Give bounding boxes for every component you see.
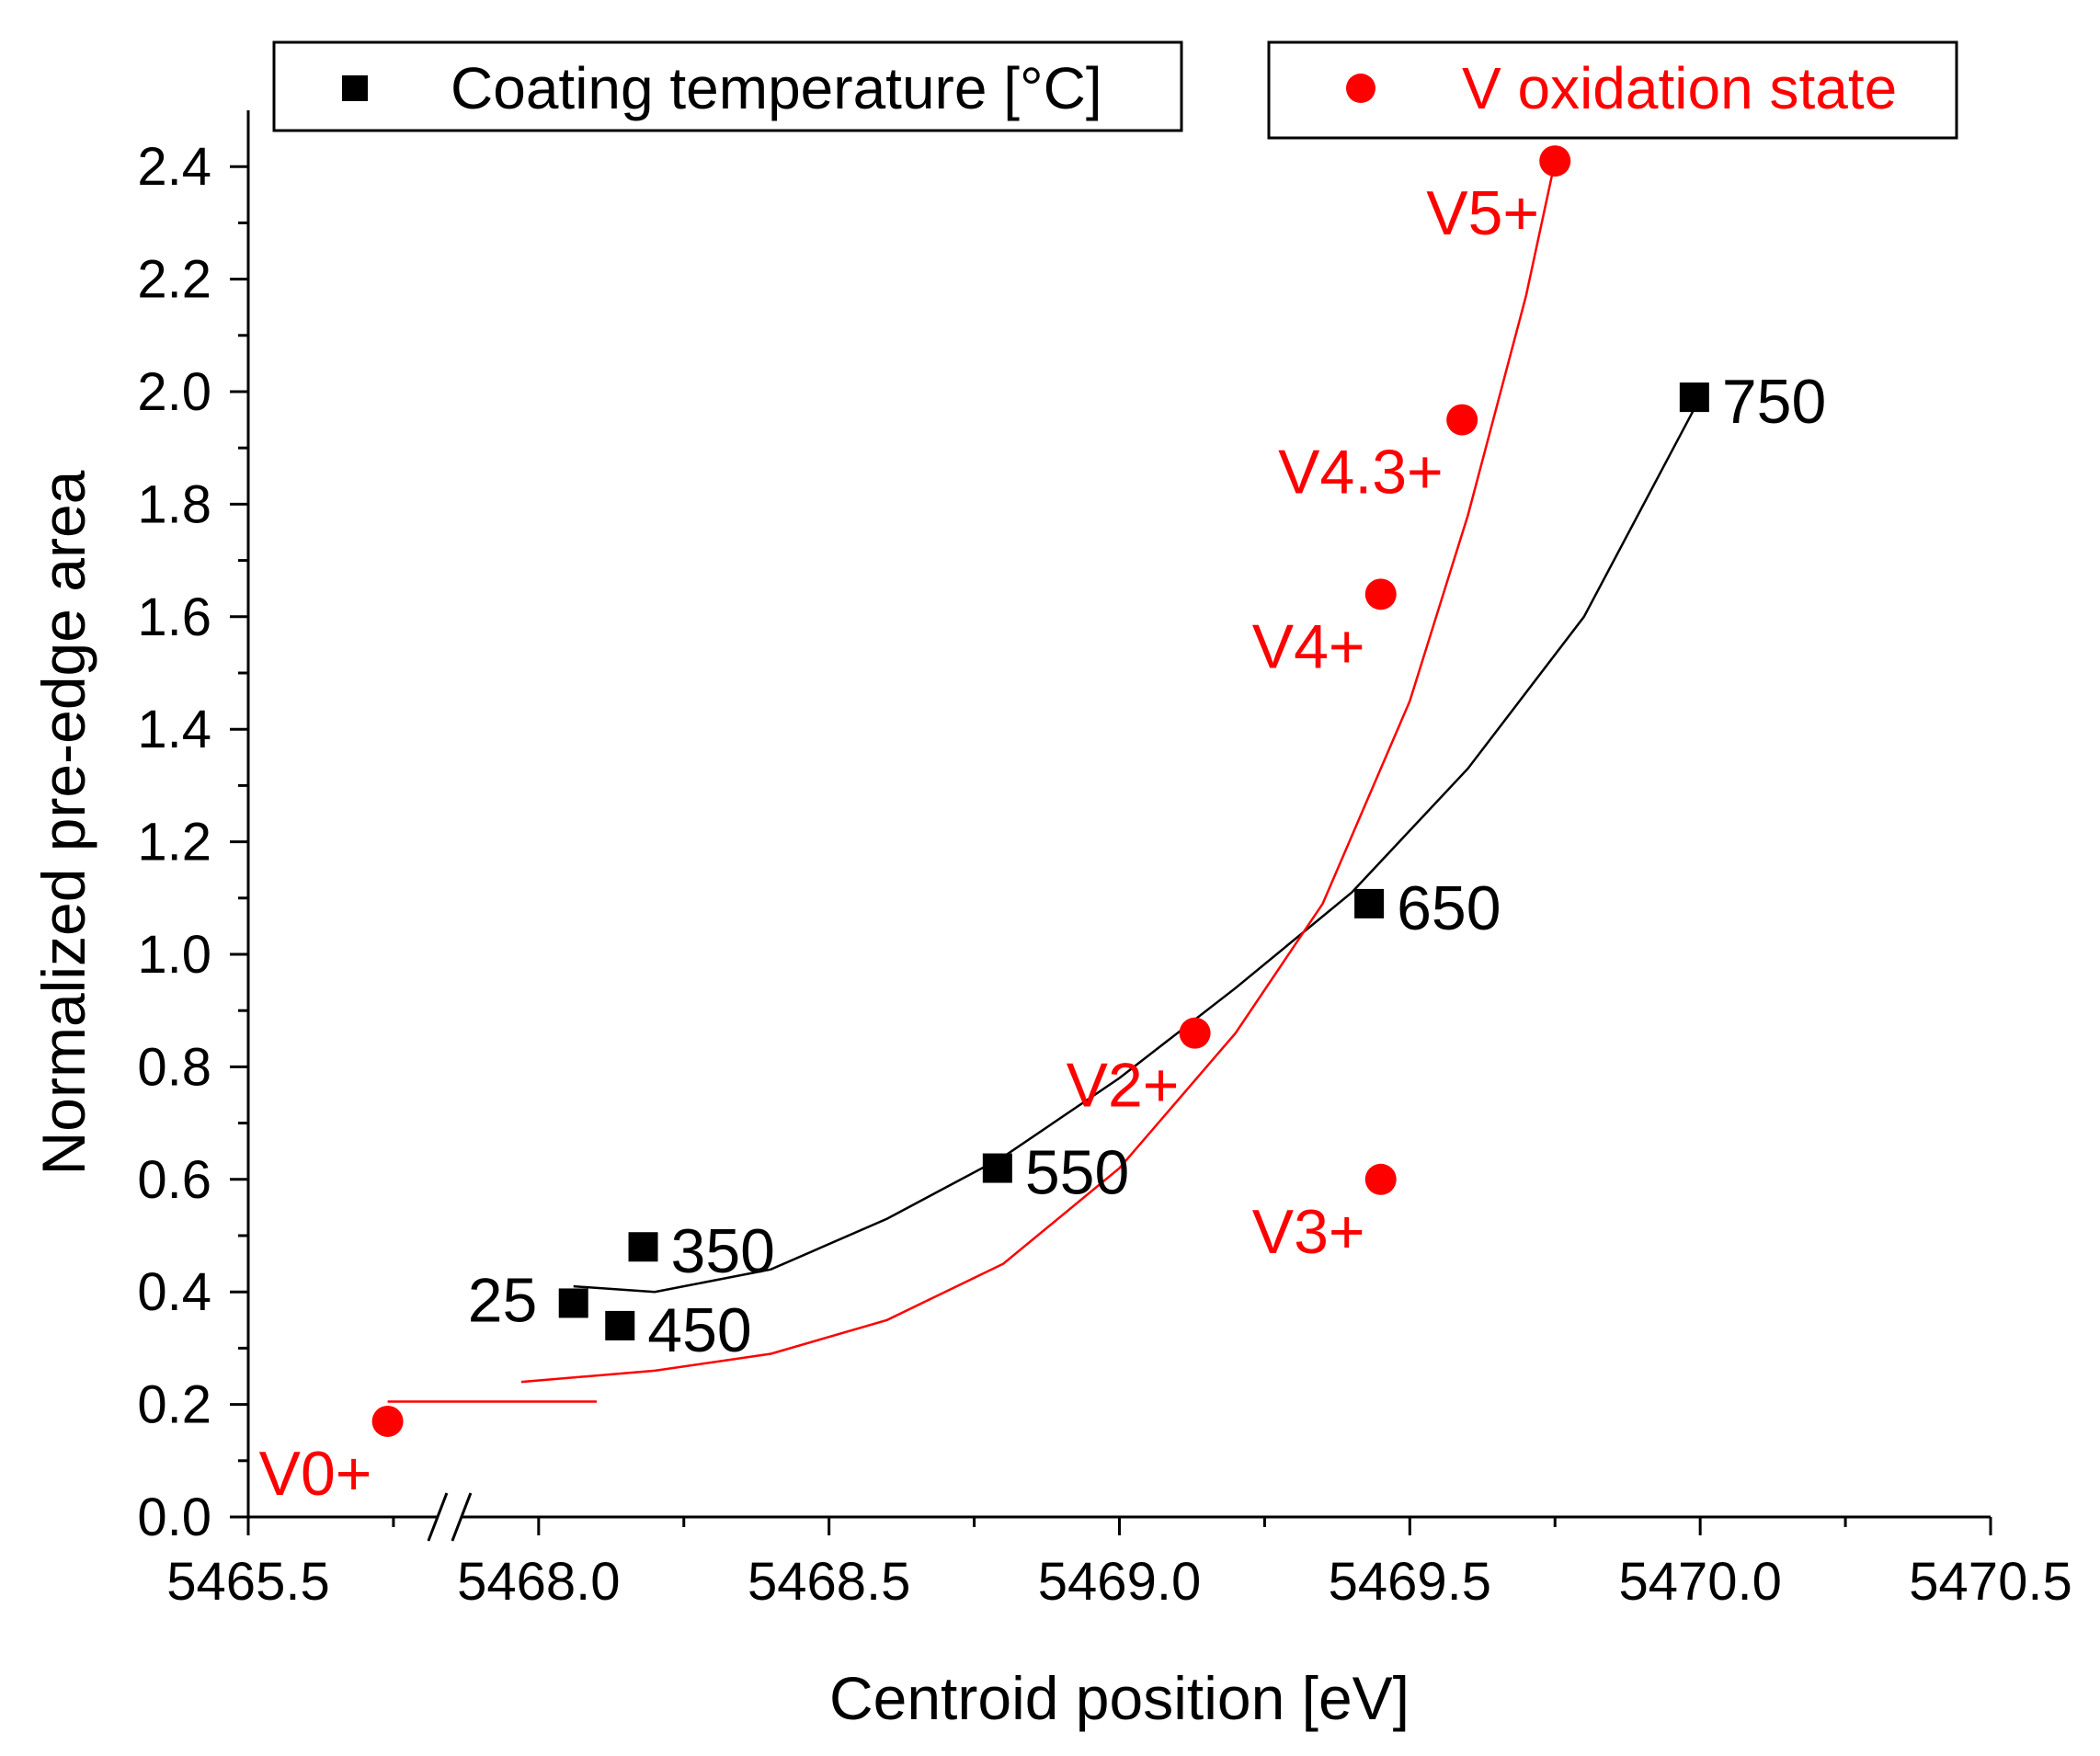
y-tick-label: 0.0 [137, 1488, 211, 1547]
data-point-oxidation [1446, 404, 1478, 436]
legend-box-oxidation [1267, 40, 1958, 140]
data-label-oxidation: V4.3+ [1278, 438, 1444, 507]
y-tick-label: 1.6 [137, 587, 211, 647]
data-label-coating: 750 [1722, 367, 1826, 437]
data-label-oxidation: V0+ [259, 1439, 372, 1509]
data-label-coating: 450 [647, 1295, 751, 1365]
data-label-oxidation: V2+ [1067, 1051, 1180, 1121]
legend-oxidation: V oxidation state [1267, 40, 1958, 140]
legend-box-coating [272, 40, 1183, 132]
y-tick-label: 0.6 [137, 1150, 211, 1210]
data-point-coating [628, 1232, 658, 1262]
fit-curves [387, 160, 1695, 1403]
x-tick-label: 5470.0 [1618, 1552, 1781, 1612]
x-axis-title: Centroid position [eV] [829, 1664, 1410, 1732]
legend-square-marker [342, 75, 368, 101]
legend-coating: Coating temperature [°C] [272, 40, 1183, 132]
data-points [371, 145, 1709, 1437]
data-label-oxidation: V5+ [1426, 178, 1539, 248]
y-tick-label: 1.0 [137, 925, 211, 985]
axes: 5465.5 5468.0 5468.5 5469.0 5469.5 5470.0 5470… [137, 110, 2072, 1612]
y-tick-label: 0.8 [137, 1037, 211, 1097]
axis-break-mark [451, 1492, 473, 1542]
data-point-oxidation [1364, 1163, 1397, 1195]
x-tick-label: 5470.5 [1909, 1552, 2071, 1612]
legend-label-oxidation: V oxidation state [1462, 55, 1897, 121]
point-labels: 25 350 450 550 650 750 V0+ V2+ V3+ V4+ V4.3+ V5+ [259, 178, 1827, 1509]
data-point-coating [558, 1288, 588, 1318]
data-label-oxidation: V3+ [1252, 1197, 1365, 1267]
y-tick-label: 2.0 [137, 362, 211, 422]
y-tick-label: 2.4 [137, 137, 211, 197]
y-tick-label: 1.4 [137, 700, 211, 759]
x-tick-label: 5469.0 [1038, 1552, 1201, 1612]
data-label-coating: 550 [1025, 1138, 1129, 1208]
data-point-oxidation [1179, 1017, 1211, 1049]
x-tick-label: 5469.5 [1329, 1552, 1491, 1612]
data-point-coating [1354, 888, 1385, 918]
data-point-oxidation [371, 1405, 404, 1437]
data-point-oxidation [1364, 578, 1397, 610]
data-label-coating: 25 [468, 1265, 538, 1335]
data-point-coating [605, 1310, 635, 1340]
legend-circle-marker [1346, 74, 1375, 103]
legend-label-coating: Coating temperature [°C] [451, 55, 1102, 121]
y-tick-label: 1.2 [137, 813, 211, 872]
data-label-coating: 350 [671, 1216, 775, 1286]
y-tick-label: 2.2 [137, 250, 211, 310]
data-point-coating [982, 1153, 1012, 1183]
axis-break-mark [427, 1492, 449, 1542]
data-label-coating: 650 [1397, 873, 1501, 943]
fit-curve-oxidation [520, 160, 1557, 1384]
x-tick-label: 5465.5 [166, 1552, 329, 1612]
data-point-oxidation [1539, 145, 1571, 177]
x-tick-label: 5468.5 [748, 1552, 910, 1612]
y-tick-label: 1.8 [137, 474, 211, 534]
data-point-coating [1679, 382, 1709, 413]
y-tick-label: 0.2 [137, 1375, 211, 1435]
data-label-oxidation: V4+ [1252, 611, 1365, 681]
y-axis-title: Normalized pre-edge area [29, 470, 97, 1175]
y-tick-label: 0.4 [137, 1262, 211, 1322]
fit-curve-coating [573, 407, 1695, 1294]
x-tick-label: 5468.0 [457, 1552, 620, 1612]
